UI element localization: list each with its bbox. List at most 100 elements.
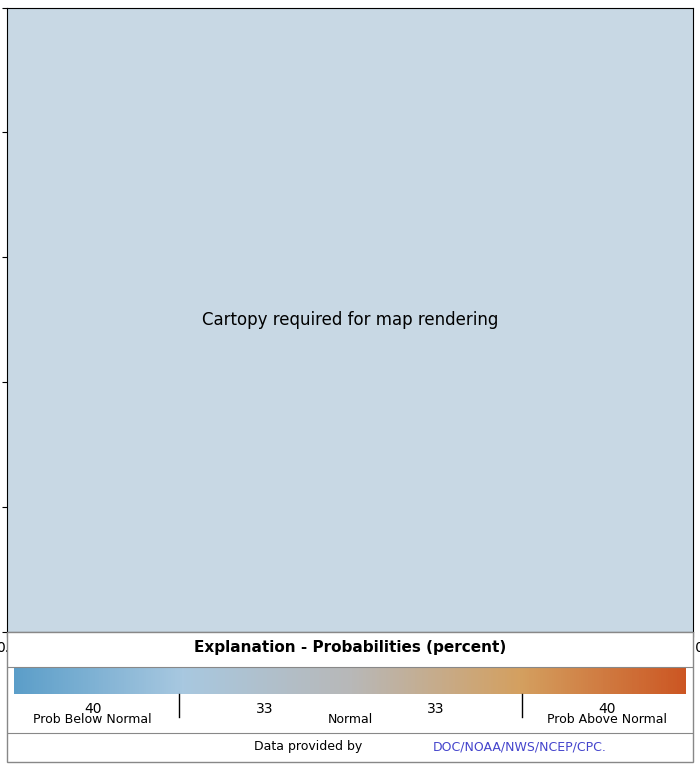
Bar xyxy=(619,668,621,694)
Bar xyxy=(236,668,238,694)
Bar xyxy=(514,668,516,694)
Bar xyxy=(536,668,538,694)
Text: Data provided by: Data provided by xyxy=(254,740,366,753)
Bar xyxy=(395,668,397,694)
Bar xyxy=(139,668,141,694)
Bar xyxy=(182,668,184,694)
Bar xyxy=(104,668,106,694)
Bar xyxy=(509,668,511,694)
Bar xyxy=(83,668,85,694)
Bar xyxy=(596,668,598,694)
Bar xyxy=(206,668,209,694)
Bar xyxy=(359,668,361,694)
Bar xyxy=(357,668,359,694)
Bar xyxy=(419,668,421,694)
Bar xyxy=(186,668,189,694)
Bar xyxy=(460,668,462,694)
Bar xyxy=(363,668,365,694)
Bar xyxy=(262,668,265,694)
Bar xyxy=(218,668,220,694)
Bar xyxy=(265,668,267,694)
Bar xyxy=(34,668,36,694)
Bar xyxy=(27,668,29,694)
Bar xyxy=(433,668,435,694)
Bar xyxy=(292,668,294,694)
Bar xyxy=(637,668,639,694)
Bar xyxy=(234,668,236,694)
Bar xyxy=(650,668,652,694)
Text: 33: 33 xyxy=(427,702,444,716)
Bar xyxy=(180,668,182,694)
Bar xyxy=(352,668,354,694)
Bar xyxy=(323,668,326,694)
Bar xyxy=(583,668,585,694)
Bar xyxy=(500,668,503,694)
Bar xyxy=(90,668,92,694)
Bar xyxy=(675,668,677,694)
Bar xyxy=(641,668,643,694)
Bar xyxy=(272,668,274,694)
Text: Explanation - Probabilities (percent): Explanation - Probabilities (percent) xyxy=(194,640,506,655)
Bar xyxy=(639,668,641,694)
Bar xyxy=(657,668,659,694)
Bar xyxy=(565,668,568,694)
Text: Prob Below Normal: Prob Below Normal xyxy=(34,712,152,725)
Text: 33: 33 xyxy=(256,702,273,716)
Bar xyxy=(16,668,18,694)
Bar xyxy=(668,668,671,694)
Bar xyxy=(466,668,469,694)
Bar xyxy=(346,668,348,694)
Bar xyxy=(430,668,433,694)
Bar xyxy=(677,668,680,694)
Bar xyxy=(354,668,357,694)
Bar xyxy=(666,668,668,694)
Bar xyxy=(18,668,20,694)
Bar xyxy=(128,668,130,694)
Bar xyxy=(615,668,617,694)
Bar xyxy=(20,668,23,694)
Bar xyxy=(99,668,101,694)
Bar xyxy=(393,668,395,694)
Text: DOC/NOAA/NWS/NCEP/CPC.: DOC/NOAA/NWS/NCEP/CPC. xyxy=(433,740,606,753)
Bar xyxy=(404,668,406,694)
Bar xyxy=(421,668,424,694)
Bar xyxy=(321,668,323,694)
Bar xyxy=(85,668,88,694)
Bar xyxy=(594,668,596,694)
Bar xyxy=(379,668,382,694)
Bar xyxy=(279,668,281,694)
Bar xyxy=(294,668,296,694)
Bar xyxy=(46,668,48,694)
Bar xyxy=(276,668,279,694)
Bar xyxy=(435,668,438,694)
Bar xyxy=(335,668,337,694)
Bar xyxy=(283,668,285,694)
Bar xyxy=(612,668,615,694)
Bar xyxy=(568,668,570,694)
Bar xyxy=(92,668,95,694)
Bar xyxy=(242,668,245,694)
Bar xyxy=(559,668,561,694)
Bar xyxy=(57,668,59,694)
Bar xyxy=(162,668,164,694)
Bar xyxy=(462,668,464,694)
Bar xyxy=(160,668,162,694)
Bar xyxy=(25,668,27,694)
Text: Prob Above Normal: Prob Above Normal xyxy=(547,712,667,725)
Bar xyxy=(361,668,363,694)
Bar xyxy=(464,668,466,694)
Bar xyxy=(624,668,626,694)
Bar xyxy=(290,668,292,694)
Bar xyxy=(643,668,646,694)
Bar xyxy=(673,668,675,694)
Bar xyxy=(121,668,124,694)
Bar xyxy=(391,668,393,694)
Bar xyxy=(158,668,160,694)
Bar xyxy=(630,668,632,694)
Bar xyxy=(496,668,498,694)
Bar xyxy=(303,668,305,694)
Bar xyxy=(94,668,97,694)
Bar xyxy=(126,668,128,694)
Bar xyxy=(505,668,507,694)
Bar xyxy=(281,668,283,694)
